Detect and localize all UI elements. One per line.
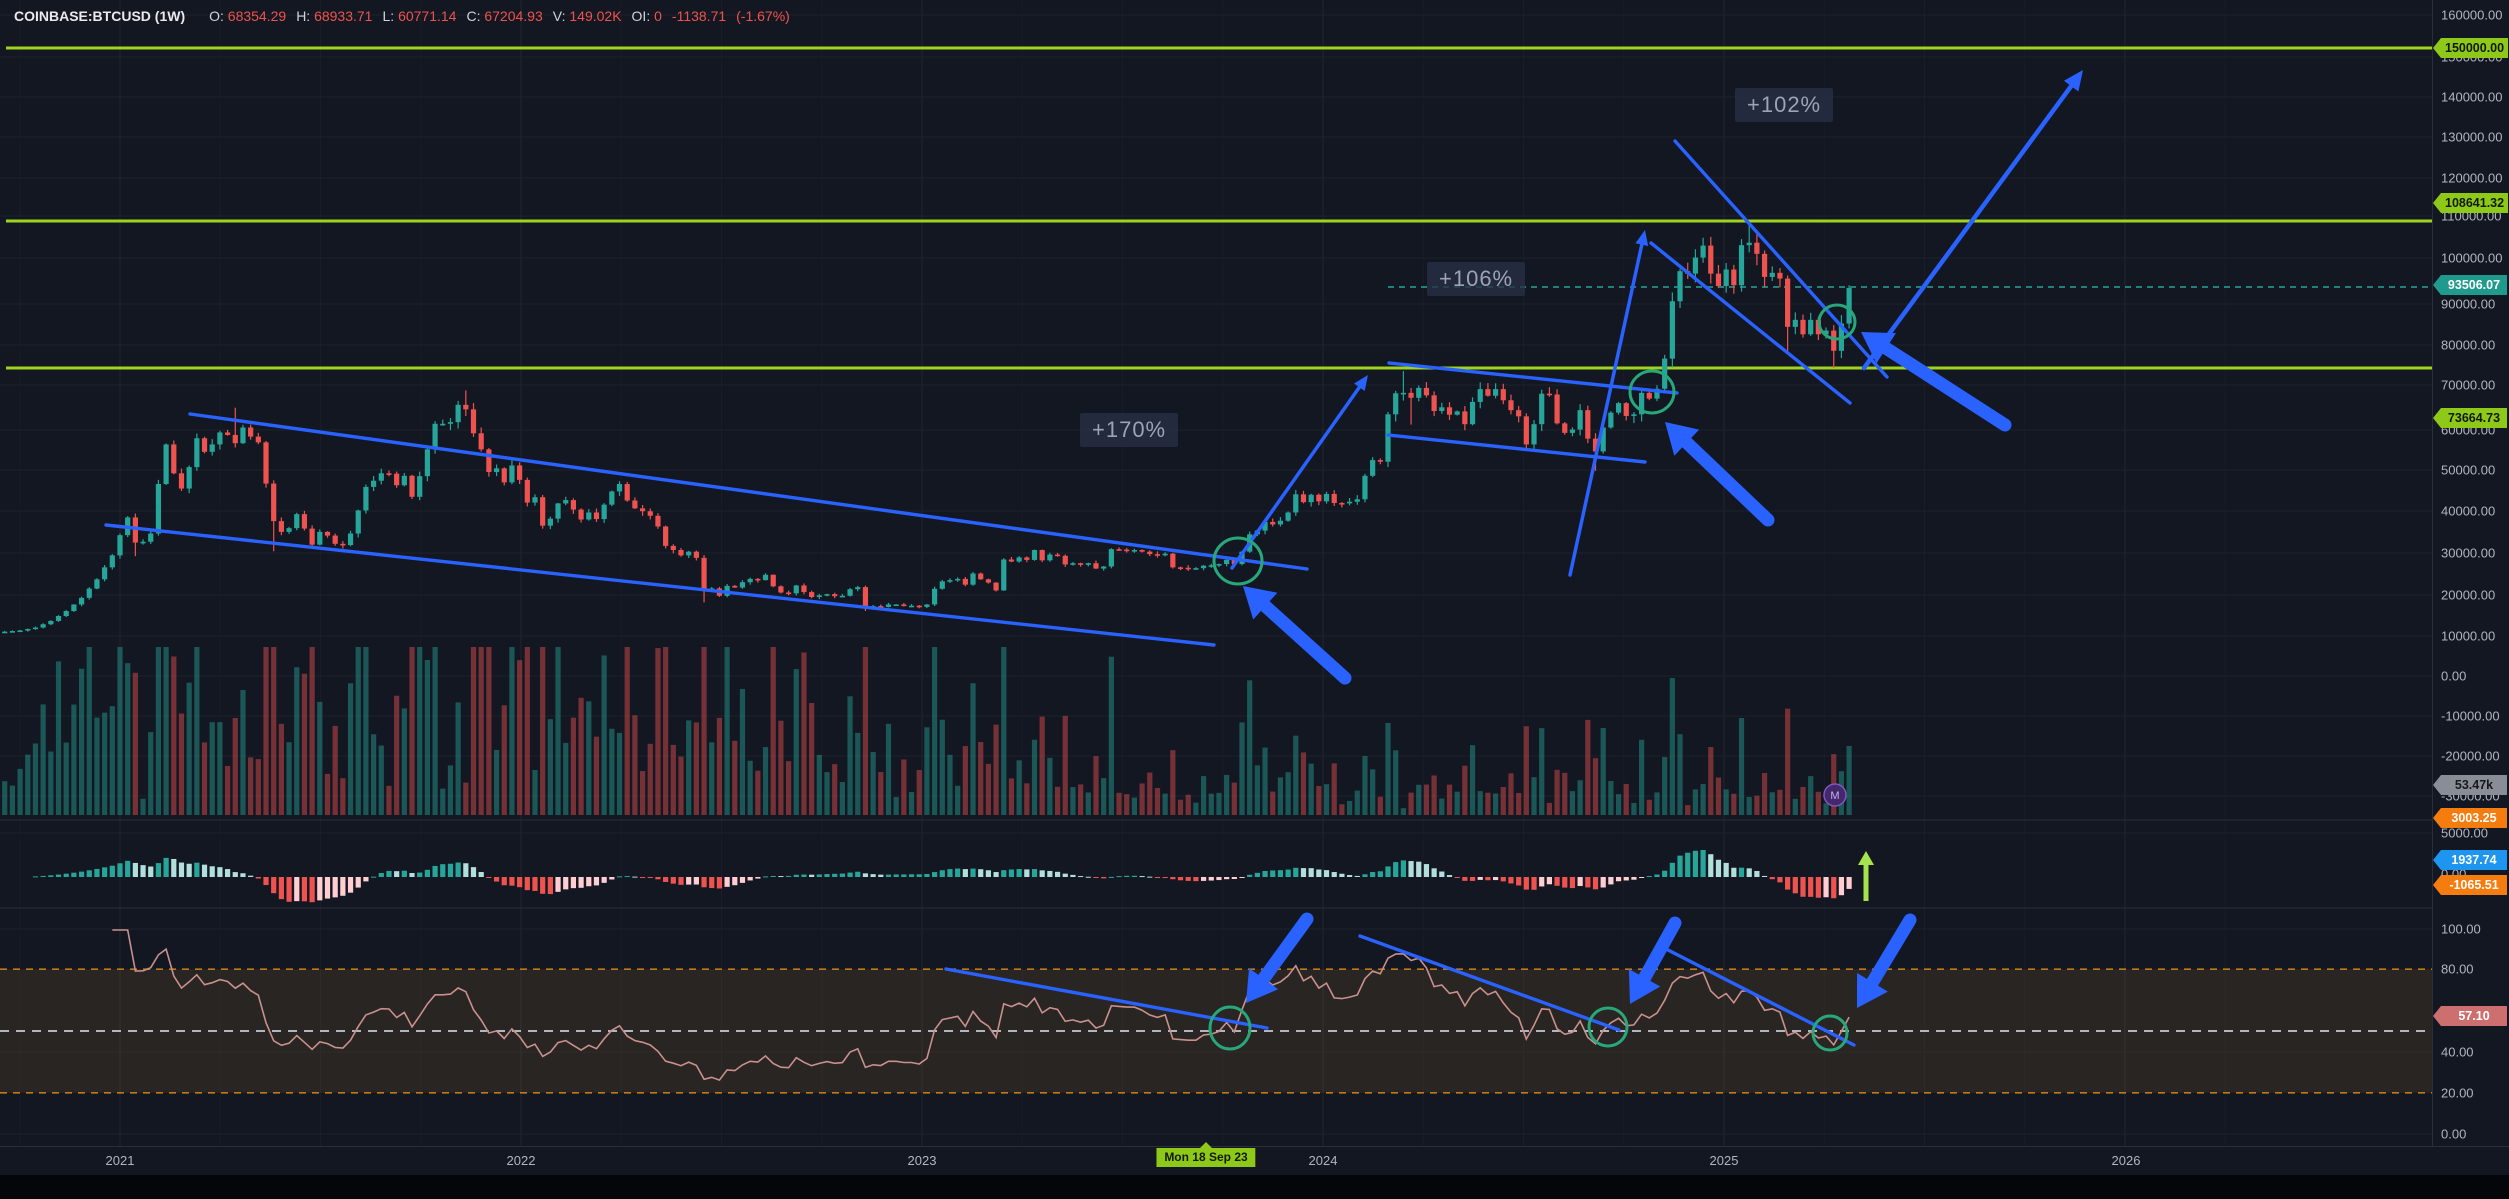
rsi-trendline-2[interactable] (1358, 934, 1621, 1032)
rsi-circle-2[interactable] (1587, 1006, 1629, 1048)
price-axis-tick: 90000.00 (2441, 296, 2496, 312)
price-flag-macd-line: 1937.74 (2433, 850, 2507, 870)
ohlc-value-c: 67204.93 (484, 8, 543, 24)
change-value: -1138.71 (671, 8, 727, 24)
price-axis-tick: 70000.00 (2441, 377, 2496, 393)
breakout-arrow-2023[interactable] (1243, 586, 1352, 685)
ohlc-value-o: 68354.29 (227, 8, 287, 24)
ohlc-label-l: L: (382, 8, 395, 24)
trend-drawings[interactable] (104, 70, 2083, 1052)
price-flag-level: 108641.32 (2433, 193, 2509, 213)
time-axis-tick: 2026 (2111, 1153, 2141, 1168)
price-axis-tick: -10000.00 (2441, 708, 2500, 724)
drawing-badge-icon[interactable]: M (1823, 783, 1847, 807)
price-axis-tick: 80.00 (2441, 961, 2474, 977)
price-flag-level: 150000.00 (2433, 38, 2509, 58)
rally-2024-arrow[interactable] (1568, 230, 1649, 577)
price-axis-tick: 50000.00 (2441, 462, 2496, 478)
price-flag-level: 73664.73 (2433, 408, 2507, 428)
rsi-line (112, 929, 1850, 1082)
ohlc-label-o: O: (209, 8, 224, 24)
ohlc-label-c: C: (466, 8, 481, 24)
time-axis-tick: 2022 (506, 1153, 536, 1168)
price-axis-tick: 40000.00 (2441, 503, 2496, 519)
symbol-ohlc-readout: COINBASE:BTCUSD (1W) O: 68354.29 H: 68933.… (14, 8, 790, 24)
price-axis-tick: 10000.00 (2441, 628, 2496, 644)
symbol-title[interactable]: COINBASE:BTCUSD (1W) (14, 8, 186, 24)
price-axis-tick: 20.00 (2441, 1085, 2474, 1101)
percent-annotation-106[interactable]: +106% (1427, 262, 1526, 296)
rsi-arrow-3[interactable] (1857, 913, 1917, 1008)
breakout-circle-2023[interactable] (1212, 536, 1264, 586)
rsi-band (0, 968, 2432, 1094)
breakout-circle-2025[interactable] (1817, 303, 1857, 341)
price-axis-tick: 140000.00 (2441, 89, 2503, 105)
channel-2021-lower[interactable] (104, 523, 1216, 647)
ohlc-value-l: 60771.14 (398, 8, 457, 24)
rsi-circle-1[interactable] (1208, 1005, 1252, 1051)
channel-2021-upper[interactable] (188, 412, 1309, 571)
breakout-arrow-2025[interactable] (1861, 332, 2012, 432)
rsi-circle-3[interactable] (1811, 1014, 1849, 1052)
wedge-2025-lower[interactable] (1649, 241, 1852, 405)
price-axis-tick: 5000.00 (2441, 825, 2488, 841)
oi-label: OI: (631, 8, 651, 24)
price-axis-tick: 100.00 (2441, 921, 2481, 937)
percent-annotation-170[interactable]: +170% (1080, 413, 1179, 447)
grid-lines (0, 0, 2432, 1146)
price-axis-tick: 120000.00 (2441, 170, 2503, 186)
breakout-arrow-2024[interactable] (1665, 422, 1775, 527)
change-percent: (-1.67%) (736, 8, 790, 24)
macd-up-arrow-icon[interactable] (1858, 851, 1874, 901)
projection-arrow[interactable] (1861, 70, 2083, 371)
price-axis-tick: 40.00 (2441, 1044, 2474, 1060)
price-axis-tick: 0.00 (2441, 668, 2467, 684)
price-axis-tick: 0.00 (2441, 1126, 2467, 1142)
volume-value: 149.02K (569, 8, 622, 24)
time-axis[interactable]: Mon 18 Sep 23 2021 2022 2023 2024 2025 2026 (0, 1146, 2509, 1175)
time-axis-tick: 2025 (1709, 1153, 1739, 1168)
volume-label: V: (552, 8, 566, 24)
ohlc-label-h: H: (296, 8, 311, 24)
horizontal-level-lines[interactable] (6, 46, 2432, 370)
svg-text:M: M (1830, 790, 1839, 802)
oi-value: 0 (654, 8, 662, 24)
price-axis-tick: 80000.00 (2441, 337, 2496, 353)
price-axis-tick: 130000.00 (2441, 129, 2503, 145)
time-axis-tick: 2021 (105, 1153, 135, 1168)
price-axis[interactable]: 160000.00 150000.00 140000.00 130000.00 1200… (2432, 0, 2509, 1146)
macd-histogram (32, 850, 1852, 903)
time-axis-tick: 2023 (907, 1153, 937, 1168)
price-axis-tick: 100000.00 (2441, 250, 2503, 266)
price-axis-tick: 20000.00 (2441, 587, 2496, 603)
price-axis-tick: -20000.00 (2441, 748, 2500, 764)
percent-annotation-102[interactable]: +102% (1735, 88, 1834, 122)
rsi-arrow-1[interactable] (1246, 912, 1314, 1003)
rally-2023-arrow[interactable] (1230, 375, 1368, 570)
wedge-2025-upper[interactable] (1673, 139, 1889, 379)
channel-2024-lower[interactable] (1386, 433, 1647, 464)
candlesticks (2, 224, 1852, 634)
price-flag-macd-hist: -1065.51 (2433, 875, 2507, 895)
time-axis-tick: 2024 (1308, 1153, 1338, 1168)
ohlc-value-h: 68933.71 (314, 8, 373, 24)
rsi-arrow-2[interactable] (1628, 916, 1682, 1004)
bottom-strip (0, 1174, 2509, 1199)
price-flag-rsi: 57.10 (2433, 1006, 2507, 1026)
volume-bars (2, 647, 1852, 815)
price-flag-last-price: 93506.07 (2433, 275, 2507, 295)
rsi-trendline-3[interactable] (1666, 948, 1856, 1047)
price-axis-tick: 160000.00 (2441, 7, 2503, 23)
price-axis-tick: 30000.00 (2441, 545, 2496, 561)
price-flag-volume: 53.47k (2433, 775, 2507, 795)
price-flag-macd-signal: 3003.25 (2433, 808, 2507, 828)
drawing-date-flag: Mon 18 Sep 23 (1156, 1142, 1255, 1167)
breakout-circle-2024[interactable] (1628, 369, 1676, 415)
